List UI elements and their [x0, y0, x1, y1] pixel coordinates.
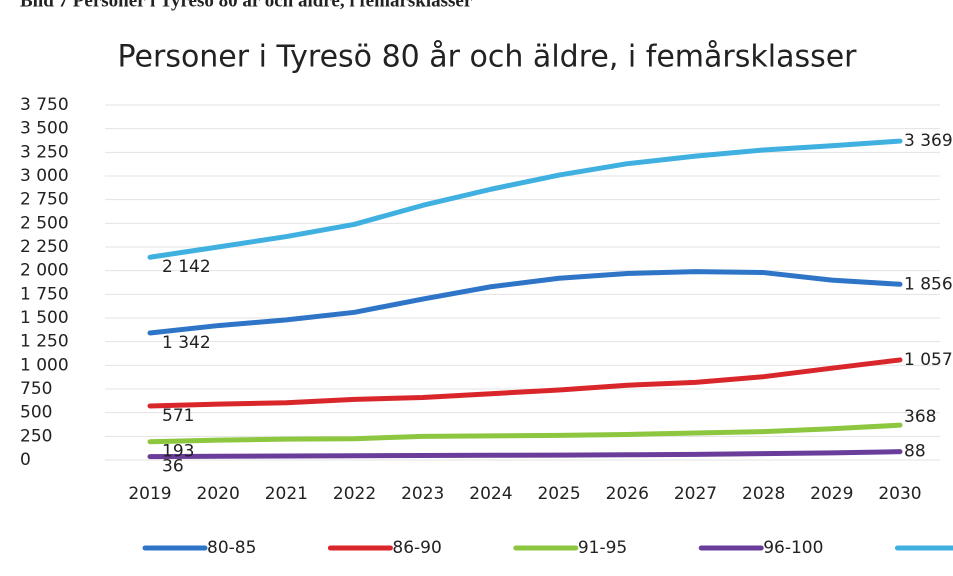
data-label: 1 856	[904, 274, 953, 294]
x-tick-label: 2023	[401, 484, 444, 504]
caption: Bild 7 Personer i Tyresö 80 år och äldre…	[20, 0, 473, 11]
y-tick-label: 250	[20, 426, 52, 446]
y-tick-label: 750	[20, 379, 52, 399]
x-tick-label: 2028	[742, 484, 785, 504]
y-tick-label: 2 500	[20, 213, 69, 233]
x-tick-label: 2022	[333, 484, 376, 504]
x-tick-label: 2026	[606, 484, 649, 504]
data-label: 36	[162, 457, 184, 477]
chart-title: Personer i Tyresö 80 år och äldre, i fem…	[118, 40, 858, 75]
y-tick-label: 500	[20, 403, 52, 423]
x-tick-label: 2019	[128, 484, 171, 504]
y-tick-label: 2 000	[20, 261, 69, 281]
legend-label: 80-85	[207, 538, 256, 558]
line-series	[147, 269, 903, 336]
data-label: 3 369	[904, 131, 953, 151]
data-label: 88	[904, 442, 926, 462]
line-series	[147, 422, 903, 445]
y-tick-label: 1 000	[20, 355, 69, 375]
legend-label: 96-100	[763, 538, 823, 558]
data-label: 368	[904, 407, 936, 427]
y-tick-label: 2 750	[20, 190, 69, 210]
x-tick-label: 2024	[469, 484, 512, 504]
y-tick-label: 3 500	[20, 119, 69, 139]
y-tick-label: 3 250	[20, 142, 69, 162]
data-label: 2 142	[162, 257, 211, 277]
data-label: 1 057	[904, 350, 953, 370]
y-tick-label: 2 250	[20, 237, 69, 257]
line-series	[147, 138, 903, 260]
y-tick-label: 1 500	[20, 308, 69, 328]
y-tick-label: 3 000	[20, 166, 69, 186]
x-tick-label: 2020	[197, 484, 240, 504]
legend-label: 86-90	[392, 538, 441, 558]
y-tick-label: 0	[20, 450, 31, 470]
x-tick-label: 2021	[265, 484, 308, 504]
y-tick-label: 1 250	[20, 332, 69, 352]
x-tick-label: 2030	[878, 484, 921, 504]
x-tick-label: 2027	[674, 484, 717, 504]
y-tick-label: 3 750	[20, 95, 69, 115]
x-tick-label: 2025	[537, 484, 580, 504]
data-label: 1 342	[162, 333, 211, 353]
data-label: 193	[162, 442, 194, 462]
x-tick-label: 2029	[810, 484, 853, 504]
line-series	[147, 357, 903, 409]
data-label: 571	[162, 406, 194, 426]
legend-label: 91-95	[578, 538, 627, 558]
y-tick-label: 1 750	[20, 284, 69, 304]
line-series	[147, 449, 903, 460]
